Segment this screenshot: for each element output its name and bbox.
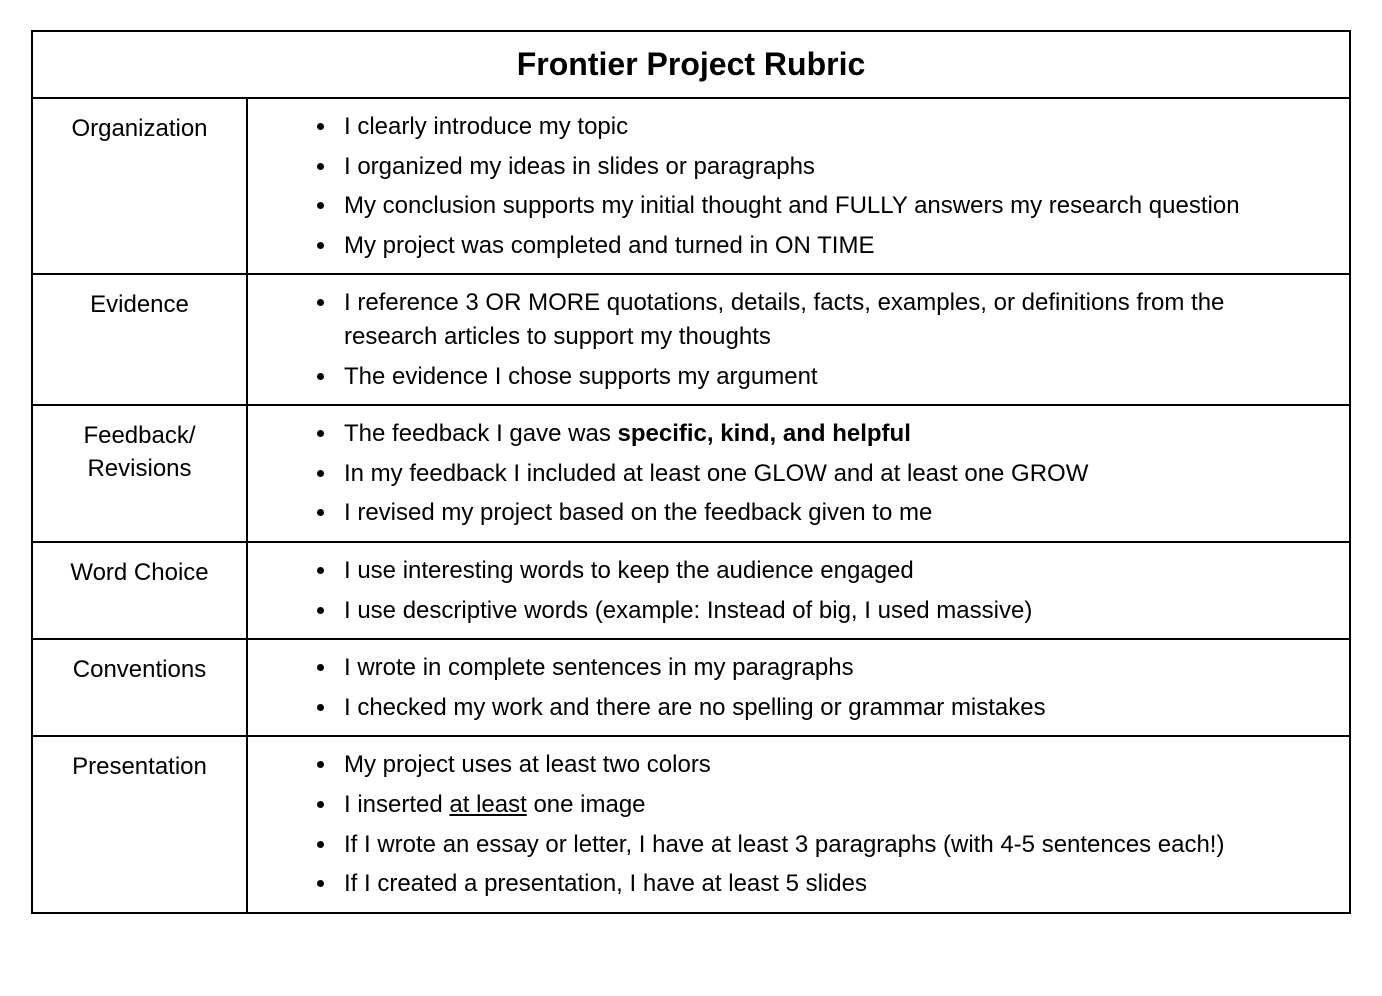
- list-item: I clearly introduce my topic: [338, 109, 1319, 145]
- criteria-list: I use interesting words to keep the audi…: [258, 553, 1319, 628]
- criteria-cell: My project uses at least two colors I ins…: [247, 736, 1350, 912]
- table-row: Evidence I reference 3 OR MORE quotations…: [32, 274, 1350, 405]
- table-row: PresentationMy project uses at least two…: [32, 736, 1350, 912]
- list-item: The feedback I gave was specific, kind, …: [338, 416, 1319, 452]
- rubric-table: Frontier Project Rubric OrganizationI cl…: [31, 30, 1351, 914]
- table-row: Feedback/Revisions The feedback I gave wa…: [32, 405, 1350, 542]
- table-row: Conventions I wrote in complete sentences…: [32, 639, 1350, 736]
- list-item: My project uses at least two colors: [338, 747, 1319, 783]
- list-item: My project was completed and turned in O…: [338, 228, 1319, 264]
- list-item: I wrote in complete sentences in my para…: [338, 650, 1319, 686]
- list-item: If I wrote an essay or letter, I have at…: [338, 827, 1319, 863]
- category-cell: Evidence: [32, 274, 247, 405]
- table-row: Word Choice I use interesting words to ke…: [32, 542, 1350, 639]
- list-item: The evidence I chose supports my argumen…: [338, 359, 1319, 395]
- list-item: In my feedback I included at least one G…: [338, 456, 1319, 492]
- criteria-list: My project uses at least two colors I ins…: [258, 747, 1319, 901]
- criteria-cell: I use interesting words to keep the audi…: [247, 542, 1350, 639]
- list-item: I use interesting words to keep the audi…: [338, 553, 1319, 589]
- category-cell: Word Choice: [32, 542, 247, 639]
- list-item: I inserted at least one image: [338, 787, 1319, 823]
- criteria-cell: I wrote in complete sentences in my para…: [247, 639, 1350, 736]
- category-cell: Conventions: [32, 639, 247, 736]
- list-item: I organized my ideas in slides or paragr…: [338, 149, 1319, 185]
- category-cell: Presentation: [32, 736, 247, 912]
- list-item: I use descriptive words (example: Instea…: [338, 593, 1319, 629]
- criteria-cell: I clearly introduce my topic I organized …: [247, 98, 1350, 274]
- criteria-list: I reference 3 OR MORE quotations, detail…: [258, 285, 1319, 394]
- list-item: I revised my project based on the feedba…: [338, 495, 1319, 531]
- list-item: I reference 3 OR MORE quotations, detail…: [338, 285, 1319, 354]
- criteria-list: I clearly introduce my topic I organized …: [258, 109, 1319, 263]
- table-row: OrganizationI clearly introduce my topic…: [32, 98, 1350, 274]
- criteria-list: The feedback I gave was specific, kind, …: [258, 416, 1319, 531]
- criteria-list: I wrote in complete sentences in my para…: [258, 650, 1319, 725]
- list-item: My conclusion supports my initial though…: [338, 188, 1319, 224]
- criteria-cell: The feedback I gave was specific, kind, …: [247, 405, 1350, 542]
- category-cell: Feedback/Revisions: [32, 405, 247, 542]
- list-item: If I created a presentation, I have at l…: [338, 866, 1319, 902]
- criteria-cell: I reference 3 OR MORE quotations, detail…: [247, 274, 1350, 405]
- list-item: I checked my work and there are no spell…: [338, 690, 1319, 726]
- rubric-title: Frontier Project Rubric: [32, 31, 1350, 98]
- category-cell: Organization: [32, 98, 247, 274]
- rubric-body: OrganizationI clearly introduce my topic…: [32, 98, 1350, 913]
